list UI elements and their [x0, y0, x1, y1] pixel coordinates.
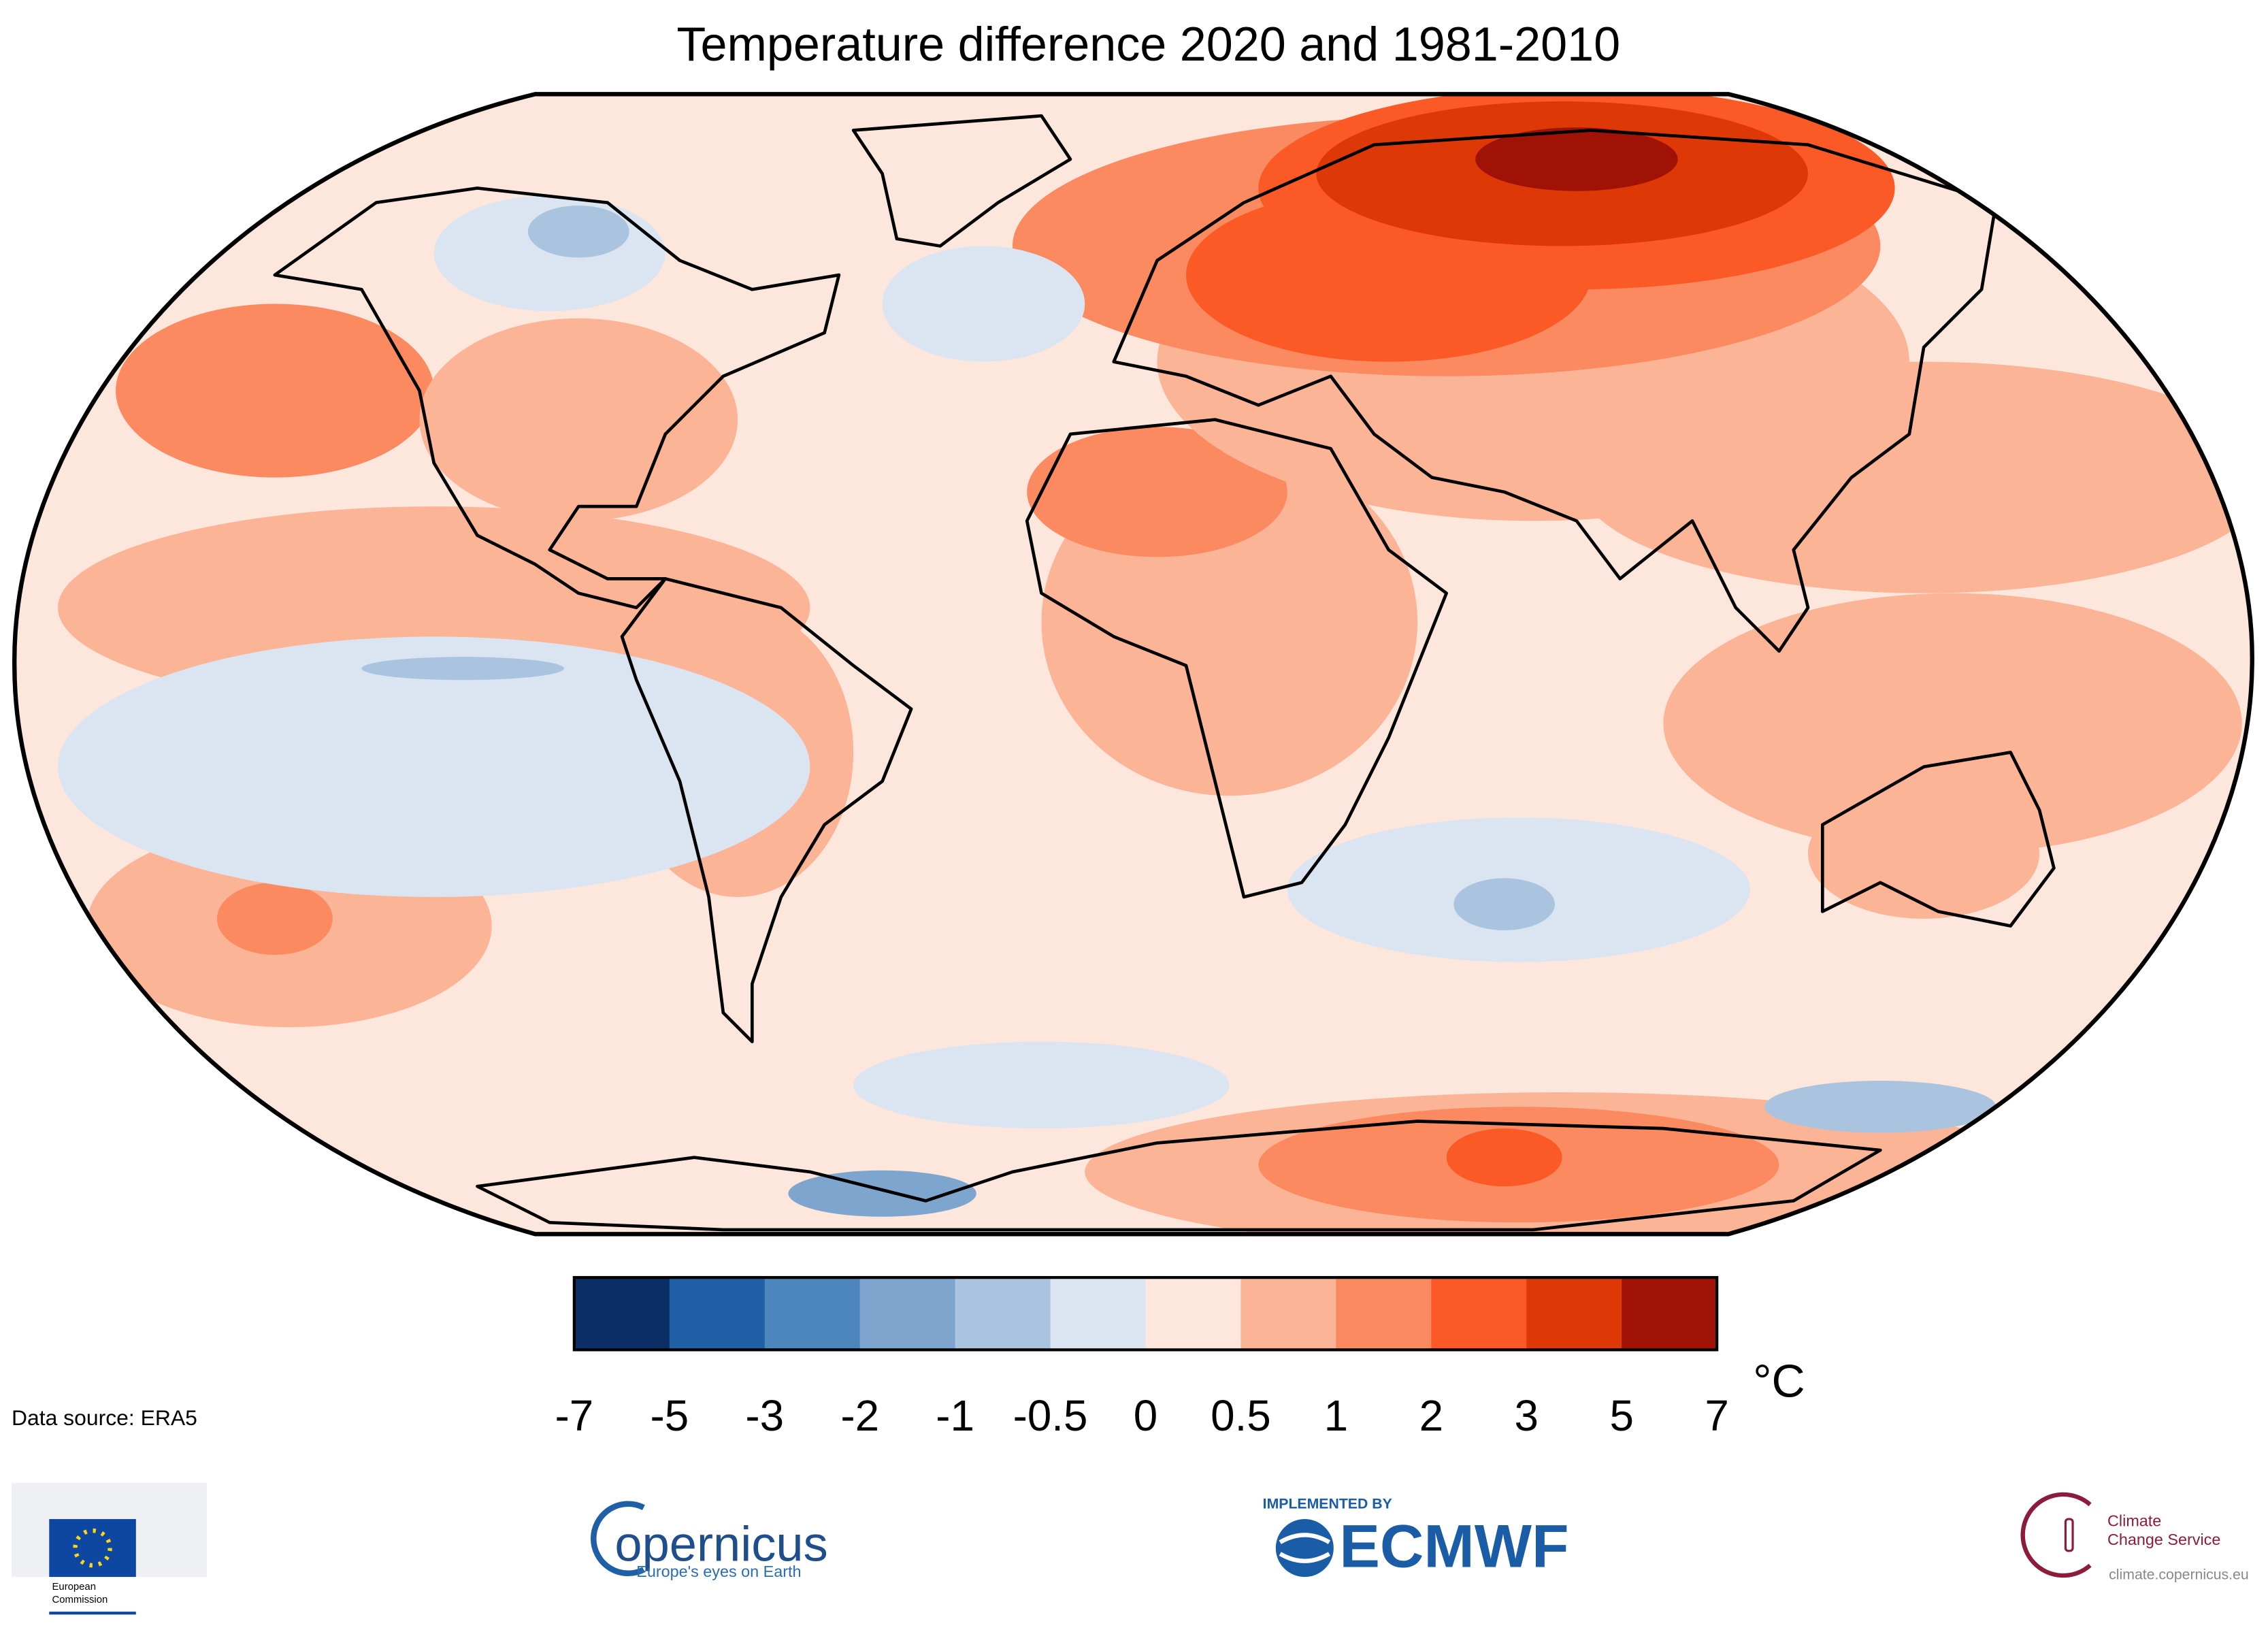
colorbar-tick-label: 2: [1419, 1391, 1443, 1440]
c3s-thermometer: [2064, 1518, 2074, 1552]
colorbar-bin: [764, 1277, 861, 1350]
australia: [1820, 751, 2056, 928]
c3s-ring: [2020, 1492, 2092, 1578]
copernicus-logo: opernicus Europe's eyes on Earth: [591, 1501, 828, 1580]
map-border: [12, 92, 2254, 1237]
c3s-url: climate.copernicus.eu: [2109, 1567, 2249, 1583]
map: [14, 94, 2252, 1235]
anomaly-area: [853, 1041, 1230, 1129]
colorbar-bin: [1050, 1277, 1147, 1350]
eurasia: [1112, 129, 1998, 653]
colorbar-bin: [859, 1277, 956, 1350]
colorbar-bin: [1240, 1277, 1337, 1350]
anomaly-area: [216, 882, 333, 956]
greenland: [851, 114, 1072, 248]
anomaly-area: [527, 205, 629, 258]
colorbar-bin: [955, 1277, 1051, 1350]
anomaly-area: [116, 304, 434, 478]
anomaly-area: [1446, 1128, 1562, 1187]
data-source: Data source: ERA5: [12, 1405, 197, 1430]
colorbar-tick-label: 1: [1324, 1391, 1348, 1440]
anomaly-area: [58, 636, 810, 898]
anomaly-area: [1453, 878, 1556, 930]
colorbar-bin: [574, 1277, 670, 1350]
anomaly-area: [1475, 127, 1678, 191]
anomaly-area: [1808, 788, 2040, 919]
ecmwf-waves: [1279, 1533, 1331, 1563]
colorbar-tick-label: -0.5: [1013, 1391, 1088, 1440]
ec-logo: European Commission: [12, 1482, 207, 1615]
colorbar-tick-label: -2: [840, 1391, 879, 1440]
ecmwf-top: IMPLEMENTED BY: [1263, 1495, 1392, 1512]
c3s-name: Change Service: [2107, 1531, 2220, 1548]
north-america: [273, 186, 841, 610]
temperature-field: [58, 94, 2252, 1235]
copernicus-c: [591, 1501, 645, 1577]
colorbar-bin: [1336, 1277, 1432, 1350]
antarctica: [476, 1120, 1882, 1232]
colorbar-tick-label: -7: [555, 1391, 594, 1440]
colorbar-frame: [572, 1275, 1719, 1352]
eu-flag: [49, 1519, 136, 1578]
colorbar-tick-label: 0: [1134, 1391, 1157, 1440]
coastlines: [273, 114, 2056, 1232]
colorbar-tick-label: -5: [650, 1391, 689, 1440]
anomaly-area: [361, 657, 564, 681]
title: Temperature difference 2020 and 1981-201…: [676, 18, 1620, 71]
eu-stars: [73, 1528, 112, 1568]
anomaly-area: [1764, 1080, 1996, 1133]
ecmwf-name: ECMWF: [1339, 1512, 1568, 1580]
copernicus-tagline: Europe's eyes on Earth: [636, 1563, 801, 1580]
c3s-logo: Climate Change Service climate.copernicu…: [2020, 1492, 2249, 1583]
colorbar-tick-label: 0.5: [1211, 1391, 1271, 1440]
ecmwf-symbol: [1275, 1519, 1334, 1578]
south-america: [620, 577, 913, 1043]
colorbar-tick-label: 7: [1705, 1391, 1728, 1440]
ecmwf-logo: IMPLEMENTED BY ECMWF: [1263, 1495, 1569, 1580]
c3s-name: Climate: [2107, 1512, 2161, 1529]
colorbar: -7 -5 -3 -2 -1 -0.5 0 0.5 1 2 3 5 7: [555, 1275, 1729, 1440]
colorbar-bin: [1622, 1277, 1718, 1350]
colorbar-tick-label: -1: [936, 1391, 974, 1440]
anomaly-area: [882, 246, 1085, 362]
colorbar-unit: °C: [1753, 1355, 1805, 1407]
anomaly-area: [419, 318, 738, 521]
anomaly-area: [1663, 593, 2242, 854]
africa: [1025, 418, 1448, 899]
anomaly-area: [788, 1170, 976, 1217]
colorbar-tick-label: 5: [1609, 1391, 1633, 1440]
ec-label: Commission: [52, 1595, 108, 1605]
colorbar-bin: [1526, 1277, 1623, 1350]
colorbar-bin: [669, 1277, 766, 1350]
colorbar-bin: [1145, 1277, 1242, 1350]
colorbar-bin: [1431, 1277, 1528, 1350]
anomaly-area: [1027, 427, 1287, 557]
copernicus-name: opernicus: [614, 1518, 827, 1572]
colorbar-tick-label: 3: [1515, 1391, 1539, 1440]
ec-label: European: [52, 1582, 96, 1593]
colorbar-tick-label: -3: [745, 1391, 784, 1440]
